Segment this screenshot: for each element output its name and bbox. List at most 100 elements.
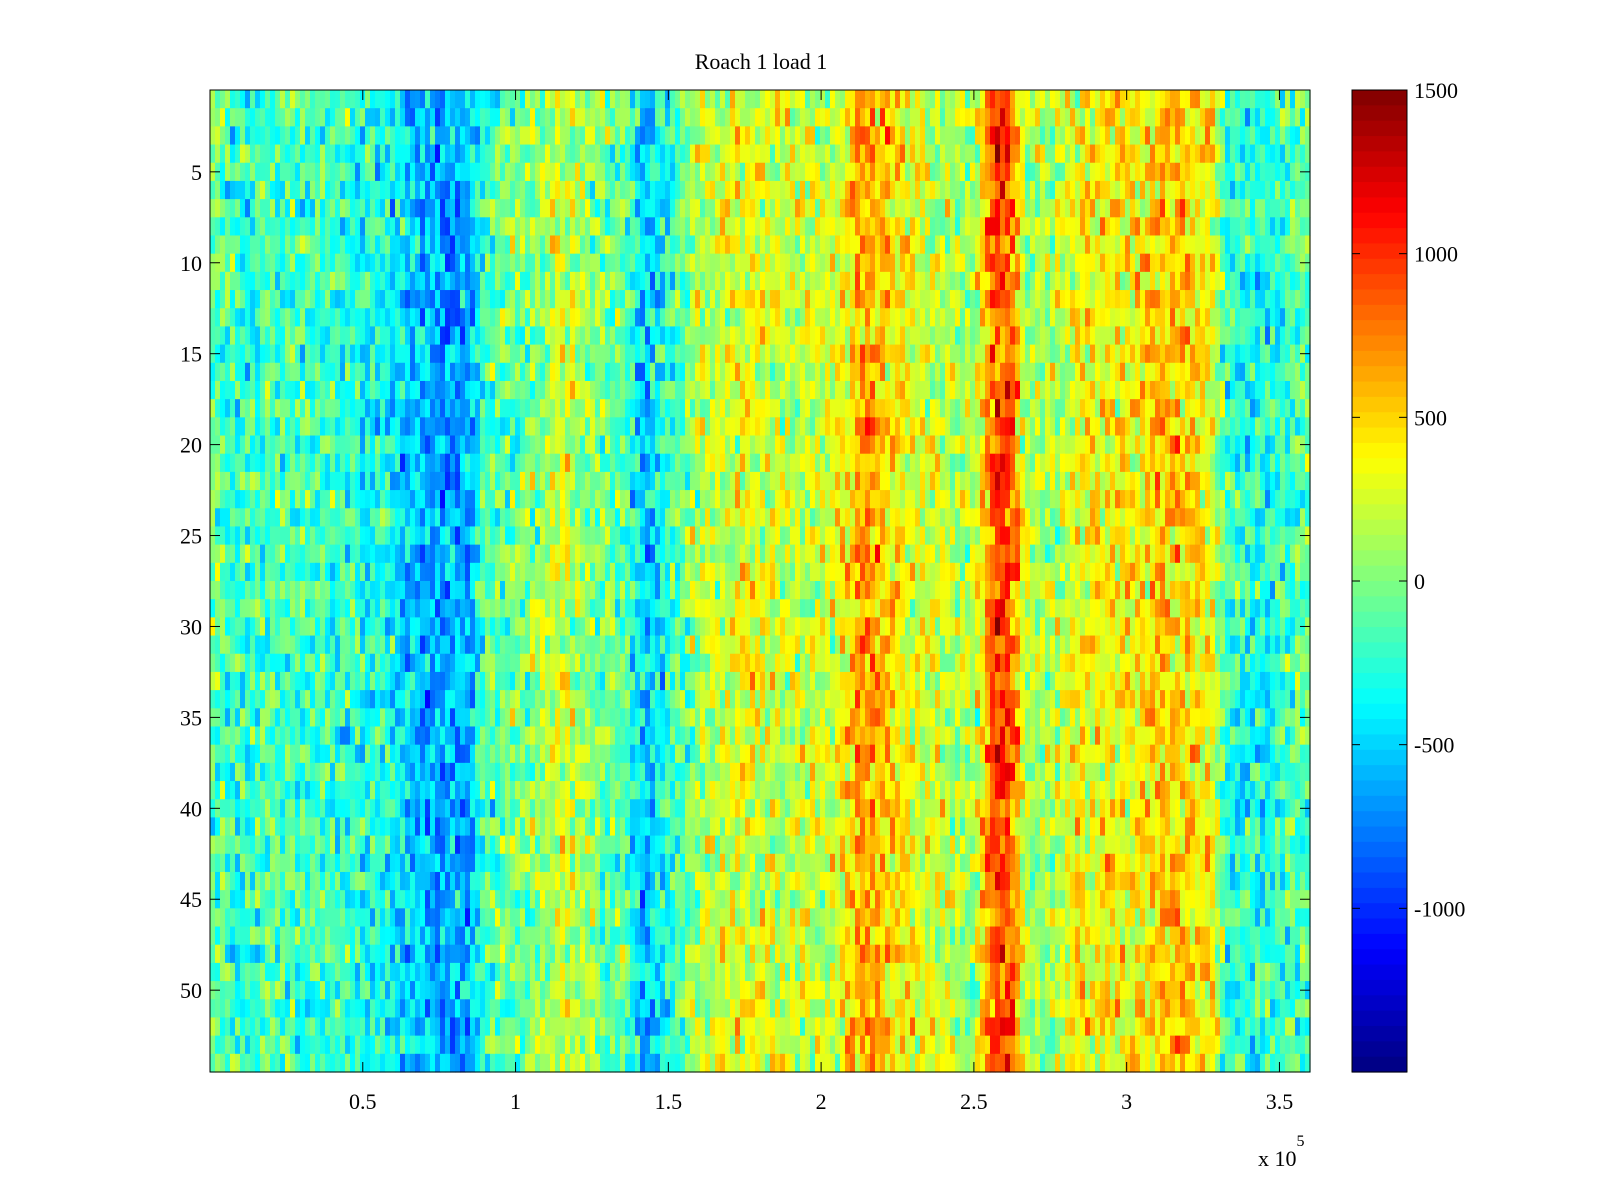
- heatmap-cell: [410, 271, 416, 291]
- heatmap-cell: [345, 908, 351, 928]
- heatmap-cell: [525, 999, 531, 1019]
- heatmap-cell: [340, 508, 346, 528]
- heatmap-cell: [405, 362, 411, 382]
- heatmap-cell: [550, 490, 556, 509]
- heatmap-cell: [400, 362, 406, 382]
- heatmap-cell: [380, 453, 386, 473]
- heatmap-cell: [265, 526, 271, 546]
- heatmap-cell: [310, 817, 316, 837]
- heatmap-cell: [545, 890, 551, 909]
- heatmap-cell: [625, 326, 631, 346]
- heatmap-cell: [525, 180, 531, 200]
- heatmap-cell: [575, 217, 581, 237]
- heatmap-cell: [385, 417, 391, 437]
- heatmap-cell: [535, 653, 541, 673]
- heatmap-cell: [520, 90, 526, 109]
- heatmap-cell: [570, 726, 576, 746]
- heatmap-cell: [650, 399, 656, 418]
- heatmap-cell: [515, 744, 521, 764]
- heatmap-cell: [225, 508, 231, 528]
- heatmap-cell: [455, 890, 461, 909]
- heatmap-cell: [605, 126, 611, 146]
- heatmap-cell: [420, 944, 426, 964]
- heatmap-cell: [590, 926, 596, 946]
- heatmap-cell: [440, 326, 446, 346]
- heatmap-cell: [235, 471, 241, 491]
- heatmap-cell: [535, 690, 541, 709]
- heatmap-cell: [445, 362, 451, 382]
- heatmap-cell: [210, 744, 216, 764]
- heatmap-cell: [405, 1017, 411, 1037]
- heatmap-cell: [340, 835, 346, 855]
- heatmap-cell: [470, 326, 476, 346]
- heatmap-cell: [660, 344, 666, 364]
- heatmap-cell: [620, 344, 626, 364]
- heatmap-cell: [275, 835, 281, 855]
- heatmap-cell: [320, 162, 326, 182]
- heatmap-cells: [210, 90, 1311, 1073]
- heatmap-cell: [495, 344, 501, 364]
- heatmap-cell: [300, 362, 306, 382]
- heatmap-cell: [470, 108, 476, 127]
- heatmap-cell: [505, 562, 511, 582]
- heatmap-cell: [270, 653, 276, 673]
- heatmap-cell: [315, 399, 321, 418]
- heatmap-cell: [315, 508, 321, 528]
- heatmap-cell: [635, 490, 641, 509]
- heatmap-cell: [310, 981, 316, 1000]
- heatmap-cell: [335, 508, 341, 528]
- heatmap-cell: [525, 981, 531, 1000]
- heatmap-cell: [225, 399, 231, 418]
- heatmap-cell: [225, 762, 231, 782]
- heatmap-cell: [355, 926, 361, 946]
- heatmap-cell: [645, 90, 651, 109]
- heatmap-cell: [345, 781, 351, 800]
- heatmap-cell: [635, 853, 641, 873]
- heatmap-cell: [600, 162, 606, 182]
- heatmap-cell: [655, 490, 661, 509]
- heatmap-cell: [365, 562, 371, 582]
- heatmap-cell: [375, 126, 381, 146]
- heatmap-cell: [435, 544, 441, 564]
- heatmap-cell: [490, 253, 496, 273]
- heatmap-cell: [350, 126, 356, 146]
- heatmap-cell: [305, 926, 311, 946]
- heatmap-cell: [645, 653, 651, 673]
- heatmap-cell: [315, 180, 321, 200]
- heatmap-cell: [665, 817, 671, 837]
- heatmap-cell: [545, 126, 551, 146]
- heatmap-cell: [495, 853, 501, 873]
- heatmap-cell: [610, 526, 616, 546]
- heatmap-cell: [450, 871, 456, 891]
- heatmap-cell: [455, 344, 461, 364]
- heatmap-cell: [400, 271, 406, 291]
- heatmap-cell: [315, 799, 321, 819]
- heatmap-cell: [650, 981, 656, 1000]
- heatmap-cell: [525, 617, 531, 637]
- heatmap-cell: [600, 417, 606, 437]
- heatmap-cell: [485, 690, 491, 709]
- heatmap-cell: [650, 162, 656, 182]
- heatmap-cell: [395, 126, 401, 146]
- heatmap-cell: [370, 762, 376, 782]
- heatmap-cell: [255, 253, 261, 273]
- heatmap-cell: [295, 417, 301, 437]
- heatmap-cell: [645, 708, 651, 728]
- heatmap-cell: [570, 690, 576, 709]
- heatmap-cell: [620, 271, 626, 291]
- heatmap-cell: [220, 180, 226, 200]
- heatmap-cell: [590, 417, 596, 437]
- heatmap-cell: [460, 562, 466, 582]
- heatmap-cell: [310, 1035, 316, 1055]
- heatmap-cell: [320, 271, 326, 291]
- heatmap-cell: [425, 762, 431, 782]
- heatmap-cell: [620, 981, 626, 1000]
- heatmap-cell: [465, 417, 471, 437]
- heatmap-cell: [315, 471, 321, 491]
- heatmap-cell: [415, 526, 421, 546]
- heatmap-cell: [290, 908, 296, 928]
- heatmap-cell: [435, 817, 441, 837]
- heatmap-cell: [650, 344, 656, 364]
- heatmap-cell: [635, 399, 641, 418]
- heatmap-cell: [465, 762, 471, 782]
